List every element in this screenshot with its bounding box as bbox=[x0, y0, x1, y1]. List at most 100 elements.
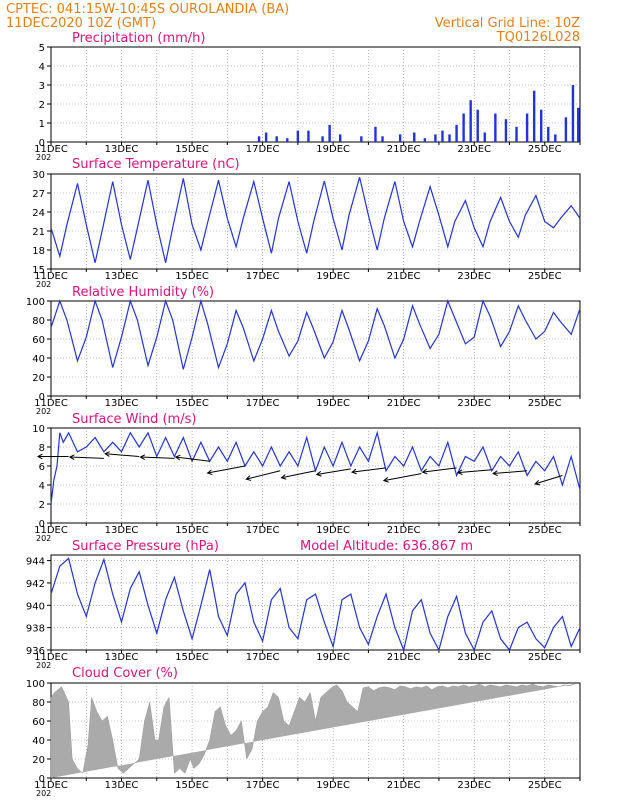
panel-2: 15 18 21 24 27 30 11DEC 13DEC 15DEC 17DEC 19DEC 21D… bbox=[32, 157, 581, 289]
precip-bar bbox=[381, 136, 384, 142]
wind-vector-head bbox=[534, 479, 541, 486]
y-tick-label: 15 bbox=[32, 265, 45, 276]
wind-vector-head bbox=[245, 475, 252, 481]
y-tick-label: 3 bbox=[39, 81, 45, 92]
y-tick-label: 1 bbox=[39, 119, 45, 130]
wind-vector bbox=[457, 469, 492, 474]
y-tick-label: 2 bbox=[39, 500, 45, 511]
x-tick-label: 13DEC bbox=[105, 271, 139, 282]
y-tick-label: 0 bbox=[39, 774, 45, 785]
wind-vector-head bbox=[104, 451, 110, 457]
y-tick-label: 0 bbox=[39, 392, 45, 403]
x-tick-label: 25DEC bbox=[528, 780, 562, 791]
y-tick-label: 20 bbox=[32, 373, 45, 384]
wind-vector-head bbox=[492, 470, 498, 477]
plot-frame bbox=[50, 427, 581, 524]
precip-bar bbox=[483, 132, 486, 142]
x-tick-label: 25DEC bbox=[528, 144, 562, 155]
precip-bar bbox=[441, 130, 444, 142]
wind-vector bbox=[493, 470, 528, 475]
x-tick-label: 13DEC bbox=[105, 144, 139, 155]
x-tick-label: 23DEC bbox=[457, 652, 491, 663]
y-tick-label: 40 bbox=[32, 736, 45, 747]
panel-annotation: Model Altitude: 636.867 m bbox=[300, 539, 473, 554]
y-tick-label: 942 bbox=[26, 579, 45, 590]
precip-bar bbox=[257, 136, 261, 142]
panel-title: Surface Wind (m/s) bbox=[72, 412, 196, 427]
y-tick-label: 0 bbox=[39, 519, 45, 530]
x-tick-label: 15DEC bbox=[175, 652, 209, 663]
y-tick-label: 944 bbox=[26, 557, 45, 568]
y-tick-label: 936 bbox=[26, 646, 45, 657]
precip-bar bbox=[448, 134, 451, 142]
precip-bar bbox=[540, 109, 543, 142]
y-tick-label: 938 bbox=[26, 624, 45, 635]
x-tick-label: 25DEC bbox=[528, 652, 562, 663]
x-tick-label: 19DEC bbox=[316, 398, 350, 409]
y-tick-label: 40 bbox=[32, 354, 45, 365]
wind-vector-head bbox=[174, 454, 181, 461]
precip-bar bbox=[504, 119, 508, 142]
x-tick-label: 11DEC bbox=[34, 144, 68, 155]
precip-bar bbox=[264, 132, 268, 142]
precip-bar bbox=[434, 134, 437, 142]
precip-bar bbox=[275, 136, 278, 142]
cloud-cover-area bbox=[50, 683, 575, 778]
precip-bar bbox=[423, 138, 427, 142]
grid-line-header: Vertical Grid Line: 10Z bbox=[435, 16, 580, 31]
wind-vector-head bbox=[456, 469, 463, 476]
x-tick-label: 19DEC bbox=[316, 144, 350, 155]
panel-6: 0 20 40 60 80 100 11DEC 13DEC 15DEC 17DEC 19DEC 21D… bbox=[26, 666, 581, 798]
x-tick-label: 21DEC bbox=[387, 271, 421, 282]
precip-bar bbox=[296, 130, 300, 142]
precip-bar bbox=[413, 132, 416, 142]
precip-bar bbox=[532, 90, 536, 142]
y-tick-label: 100 bbox=[26, 679, 45, 690]
wind-vector-head bbox=[139, 454, 146, 461]
x-tick-label: 17DEC bbox=[246, 398, 280, 409]
panel-title: Surface Pressure (hPa) bbox=[72, 539, 219, 554]
precip-bar bbox=[321, 136, 324, 142]
wind-vector bbox=[246, 470, 281, 480]
panel-title: Precipitation (mm/h) bbox=[72, 31, 205, 46]
precip-bar bbox=[547, 126, 550, 142]
y-tick-label: 0 bbox=[39, 138, 45, 149]
wind-vector-head bbox=[68, 454, 75, 461]
y-tick-label: 8 bbox=[39, 443, 45, 454]
y-tick-label: 5 bbox=[39, 43, 45, 54]
precip-bar bbox=[307, 130, 310, 142]
x-tick-label: 11DEC bbox=[34, 271, 68, 282]
wind-vector-head bbox=[421, 468, 428, 475]
x-tick-label: 15DEC bbox=[175, 271, 209, 282]
y-tick-label: 4 bbox=[39, 481, 45, 492]
x-tick-label: 25DEC bbox=[528, 271, 562, 282]
year-label-clipped: 202 bbox=[36, 534, 51, 543]
x-tick-label: 21DEC bbox=[387, 398, 421, 409]
x-tick-label: 13DEC bbox=[105, 780, 139, 791]
wind-vector bbox=[140, 456, 175, 459]
precip-bar bbox=[398, 134, 402, 142]
wind-vector bbox=[422, 467, 457, 473]
wind-vector-head bbox=[382, 477, 389, 483]
x-tick-label: 11DEC bbox=[34, 780, 68, 791]
series-line bbox=[50, 177, 581, 263]
x-tick-label: 23DEC bbox=[457, 271, 491, 282]
wind-vector bbox=[383, 473, 422, 482]
wind-vector bbox=[207, 465, 246, 474]
x-tick-label: 13DEC bbox=[105, 398, 139, 409]
precip-bar bbox=[571, 85, 575, 142]
y-tick-label: 10 bbox=[32, 424, 45, 435]
wind-vector bbox=[535, 475, 563, 485]
x-tick-label: 21DEC bbox=[387, 525, 421, 536]
run-date-header: 11DEC2020 10Z (GMT) bbox=[6, 16, 156, 31]
x-tick-label: 23DEC bbox=[457, 144, 491, 155]
panel-5: 936 938 940 942 944 11DEC 13DEC 15DEC 17DEC 19DEC… bbox=[26, 539, 581, 670]
plot-frame bbox=[50, 300, 581, 397]
y-tick-label: 80 bbox=[32, 698, 45, 709]
plot-frame bbox=[50, 46, 581, 143]
precip-bar bbox=[338, 134, 342, 142]
y-tick-label: 18 bbox=[32, 246, 45, 257]
precip-bar bbox=[455, 124, 458, 142]
y-tick-label: 6 bbox=[39, 462, 45, 473]
